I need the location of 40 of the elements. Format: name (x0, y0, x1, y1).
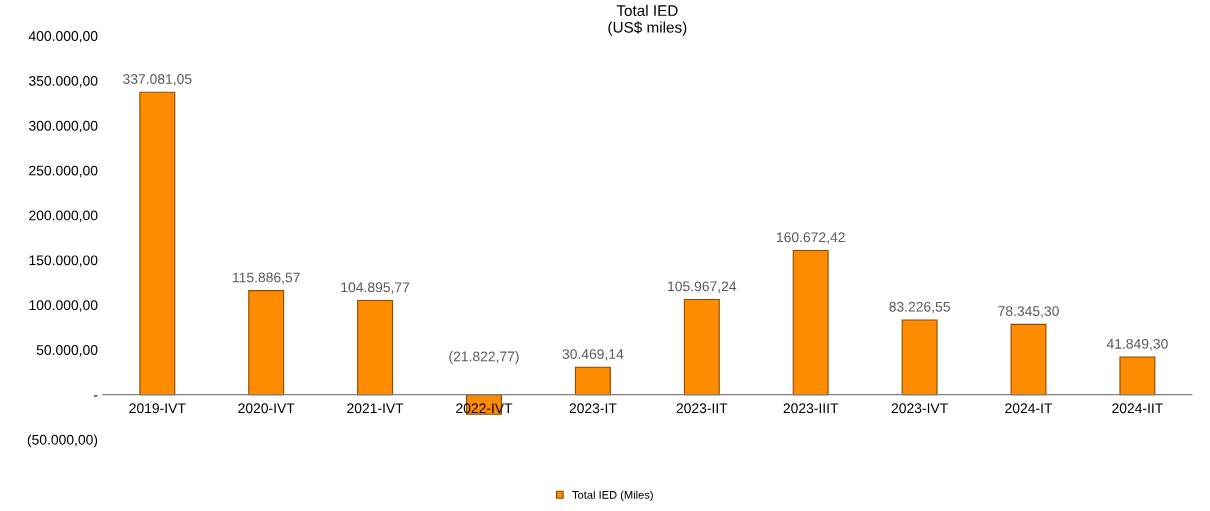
data-label: 104.895,77 (341, 282, 410, 294)
bar (792, 249, 829, 396)
data-label: (21.822,77) (449, 351, 519, 365)
x-tick-label: 2024-IT (1005, 403, 1053, 414)
bar (683, 298, 720, 396)
y-tick-label: (50.000,00) (27, 434, 98, 448)
data-label: 30.469,14 (562, 349, 624, 361)
y-tick-label: 300.000,00 (29, 120, 98, 133)
x-tick-label: 2021-IVT (347, 403, 404, 414)
bar (357, 299, 394, 396)
data-label: 83.226,55 (889, 301, 950, 314)
data-label: 337.081,05 (123, 74, 192, 86)
y-tick-label: 200.000,00 (29, 210, 98, 222)
y-tick-label: 350.000,00 (29, 75, 98, 88)
bar (574, 366, 611, 396)
x-tick-label: 2019-IVT (129, 403, 186, 414)
legend-label: Total IED (Miles) (572, 490, 653, 501)
data-label: 41.849,30 (1106, 338, 1168, 351)
x-tick-label: 2023-IIT (676, 403, 728, 414)
x-tick-label: 2023-IT (569, 403, 617, 414)
x-tick-label: 2023-IVT (891, 403, 948, 414)
y-tick-label: 100.000,00 (29, 300, 98, 312)
data-label: 105.967,24 (668, 281, 737, 293)
bar (248, 290, 285, 396)
bar (1119, 356, 1156, 396)
x-tick-label: 2024-IIT (1112, 403, 1163, 414)
bar (139, 91, 176, 396)
y-tick-label: 150.000,00 (29, 255, 98, 267)
chart-title: Total IED (US$ miles) (608, 4, 687, 36)
bar (901, 319, 938, 396)
data-label: 78.345,30 (998, 306, 1059, 318)
y-tick-label: 250.000,00 (29, 165, 98, 178)
data-label: 160.672,42 (777, 232, 845, 244)
data-label: 115.886,57 (233, 272, 300, 284)
x-tick-label: 2020-IVT (238, 403, 295, 414)
x-tick-label: 2023-IIIT (783, 403, 839, 414)
y-tick-label: 50.000,00 (36, 345, 98, 357)
y-tick-label: - (93, 395, 98, 397)
bar (1010, 323, 1047, 396)
y-tick-label: 400.000,00 (28, 31, 98, 43)
